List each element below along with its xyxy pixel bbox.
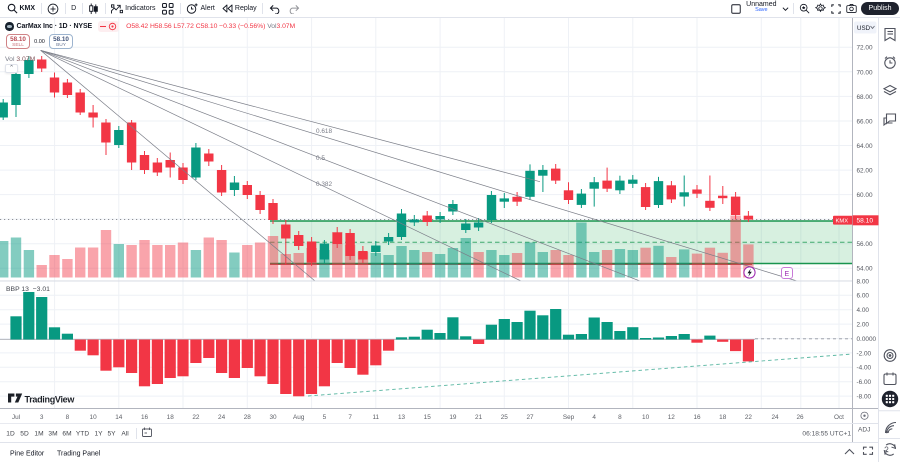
svg-text:Jul: Jul [12,414,20,421]
svg-text:KMX: KMX [836,218,849,224]
svg-text:16: 16 [693,414,701,421]
svg-text:5: 5 [323,414,327,421]
svg-text:62.00: 62.00 [857,168,873,175]
svg-text:22: 22 [745,414,753,421]
svg-text:06:18:55 UTC+1: 06:18:55 UTC+1 [802,431,851,438]
svg-text:1M: 1M [34,431,43,438]
svg-text:18: 18 [719,414,727,421]
svg-text:-4.00: -4.00 [857,365,872,372]
svg-text:24: 24 [771,414,779,421]
svg-text:10: 10 [90,414,98,421]
svg-text:-6.00: -6.00 [857,379,872,386]
svg-text:16: 16 [141,414,149,421]
svg-text:12: 12 [668,414,676,421]
svg-text:64.00: 64.00 [857,143,873,150]
svg-text:5D: 5D [20,431,29,438]
svg-text:68.00: 68.00 [857,94,873,101]
svg-text:All: All [121,431,129,438]
svg-text:2.00: 2.00 [857,322,870,329]
svg-text:4.00: 4.00 [857,307,870,314]
svg-text:0.382: 0.382 [316,181,332,188]
svg-text:19: 19 [449,414,457,421]
svg-text:5Y: 5Y [107,431,116,438]
svg-text:26: 26 [796,414,804,421]
svg-text:ADJ: ADJ [858,427,870,434]
svg-text:0.5: 0.5 [316,155,325,162]
svg-text:13: 13 [398,414,406,421]
svg-text:BBP 13 −3.01: BBP 13 −3.01 [6,286,50,293]
svg-text:0.0000: 0.0000 [857,336,877,343]
svg-text:14: 14 [115,414,123,421]
svg-text:66.00: 66.00 [857,118,873,125]
svg-text:Oct: Oct [834,414,844,421]
svg-text:54.00: 54.00 [857,266,873,273]
svg-text:27: 27 [526,414,534,421]
svg-text:56.00: 56.00 [857,241,873,248]
svg-text:6M: 6M [62,431,71,438]
svg-text:72.00: 72.00 [857,45,873,52]
svg-text:Sep: Sep [563,414,575,421]
svg-text:8: 8 [66,414,70,421]
svg-text:28: 28 [244,414,252,421]
svg-text:1Y: 1Y [94,431,103,438]
svg-text:-8.00: -8.00 [857,394,872,401]
svg-text:22: 22 [192,414,200,421]
svg-text:Aug: Aug [293,414,305,421]
svg-text:24: 24 [218,414,226,421]
svg-text:4: 4 [592,414,596,421]
svg-text:18: 18 [167,414,175,421]
svg-text:Trading Panel: Trading Panel [57,451,101,458]
svg-text:58.10: 58.10 [857,218,874,225]
svg-text:60.00: 60.00 [857,192,873,199]
svg-text:Vol 3.07M: Vol 3.07M [5,56,36,63]
svg-text:3M: 3M [48,431,57,438]
svg-text:30: 30 [269,414,277,421]
svg-text:10: 10 [642,414,650,421]
svg-text:-2.00: -2.00 [857,350,872,357]
svg-text:1D: 1D [6,431,15,438]
svg-text:?: ? [884,445,889,454]
svg-text:USD: USD [857,25,871,32]
svg-text:70.00: 70.00 [857,69,873,76]
svg-text:11: 11 [372,414,379,421]
svg-text:0.618: 0.618 [316,128,332,135]
svg-text:8.00: 8.00 [857,278,870,285]
svg-text:3: 3 [40,414,44,421]
svg-text:6.00: 6.00 [857,293,870,300]
svg-text:Pine Editor: Pine Editor [10,451,45,458]
svg-text:7: 7 [348,414,352,421]
svg-text:E: E [785,271,790,278]
svg-text:21: 21 [475,414,483,421]
svg-text:25: 25 [501,414,509,421]
svg-text:TradingView: TradingView [25,395,76,405]
svg-text:YTD: YTD [76,431,89,438]
svg-text:15: 15 [424,414,432,421]
svg-text:8: 8 [618,414,622,421]
